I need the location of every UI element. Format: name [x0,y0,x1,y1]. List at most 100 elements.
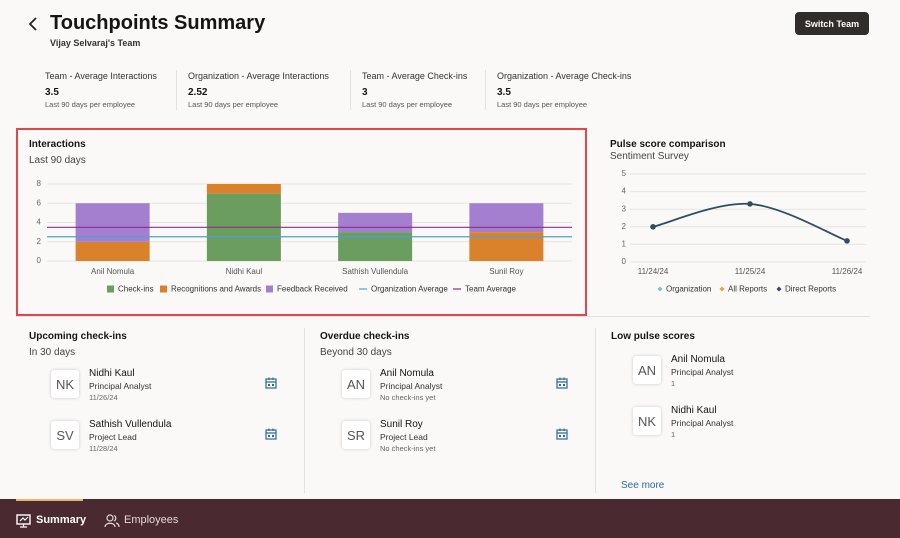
legend-swatch [266,285,273,293]
y-tick-label: 1 [622,240,627,249]
section-subtitle: Beyond 30 days [320,347,392,358]
metric-value: 2.52 [188,87,208,98]
person-role: Principal Analyst [671,367,734,377]
switch-team-button[interactable]: Switch Team [795,12,869,35]
avatar: AN [633,356,661,384]
divider [595,328,596,493]
chart-title: Interactions [29,139,86,150]
metric-note: Last 90 days per employee [362,100,453,109]
y-tick-label: 2 [622,222,627,231]
person-detail: 1 [671,430,676,439]
avatar: NK [633,407,661,435]
back-button[interactable] [27,16,39,32]
chart-title: Pulse score comparison [610,139,726,150]
y-tick-label: 2 [37,237,42,246]
x-tick-label: Anil Nomula [91,267,135,276]
calendar-icon[interactable] [556,377,568,389]
legend-label: Direct Reports [785,285,836,294]
legend-marker [719,286,725,292]
employees-icon [104,514,120,528]
bottom-nav: Summary Employees [0,499,900,538]
calendar-icon[interactable] [265,377,277,389]
metric-note: Last 90 days per employee [188,100,279,109]
person-name[interactable]: Anil Nomula [671,354,725,365]
legend-label: All Reports [728,285,767,294]
data-point [650,224,656,230]
person-name[interactable]: Nidhi Kaul [671,405,717,416]
person-role: Principal Analyst [89,381,152,391]
legend-marker [776,286,782,292]
calendar-icon[interactable] [556,428,568,440]
legend-swatch [107,285,114,293]
person-role: Principal Analyst [671,418,734,428]
bar-segment [206,184,281,194]
legend-marker [657,286,663,292]
legend-label: Recognitions and Awards [171,285,261,294]
y-tick-label: 6 [37,198,42,207]
x-tick-label: Nidhi Kaul [226,267,263,276]
section-subtitle: In 30 days [29,347,76,358]
person-role: Principal Analyst [380,381,443,391]
person-name[interactable]: Anil Nomula [380,368,434,379]
data-point [747,201,753,207]
section-title: Upcoming check-ins [29,331,127,342]
divider [485,70,486,110]
y-tick-label: 3 [622,204,627,213]
active-indicator [16,499,83,501]
y-tick-label: 0 [622,257,627,266]
person-detail: 11/28/24 [89,444,118,453]
divider [16,316,870,317]
legend-label: Team Average [465,285,517,294]
chart-subtitle: Last 90 days [29,155,86,166]
y-tick-label: 8 [37,179,42,188]
metric-note: Last 90 days per employee [497,100,588,109]
legend-swatch [160,285,167,293]
chart-subtitle: Sentiment Survey [610,151,689,162]
bar-segment [75,241,150,261]
metric-value: 3.5 [497,87,511,98]
person-detail: 11/26/24 [89,393,118,402]
metric-label: Organization - Average Check-ins [497,71,632,81]
metric-note: Last 90 days per employee [45,100,136,109]
nav-tab[interactable]: Employees [124,514,179,526]
section-title: Overdue check-ins [320,331,410,342]
metric-value: 3 [362,87,368,98]
legend-label: Check-ins [118,285,154,294]
avatar: SV [51,421,79,449]
avatar: SR [342,421,370,449]
person-detail: No check-ins yet [380,444,436,453]
page-subtitle: Vijay Selvaraj's Team [50,38,141,48]
legend-label: Organization [666,285,711,294]
x-tick-label: Sathish Vullendula [342,267,409,276]
see-more-link[interactable]: See more [621,480,665,491]
y-tick-label: 5 [622,169,627,178]
calendar-icon[interactable] [265,428,277,440]
bar-segment [75,203,150,242]
metric-label: Team - Average Check-ins [362,71,468,81]
y-tick-label: 0 [37,256,42,265]
x-tick-label: Sunil Roy [489,267,523,276]
highlight-frame [16,128,587,316]
person-name[interactable]: Sunil Roy [380,419,423,430]
divider [304,328,305,493]
person-detail: No check-ins yet [380,393,436,402]
interactions-chart: 0 2 4 6 8 Anil Nomula Nidhi Kaul Sathish Vullen… [37,179,572,294]
section-title: Low pulse scores [611,331,695,342]
legend-label: Organization Average [371,285,448,294]
nav-tab[interactable]: Summary [36,514,87,526]
data-point [844,238,850,244]
summary-icon [16,514,31,528]
legend-label: Feedback Received [277,285,348,294]
metric-label: Organization - Average Interactions [188,71,329,81]
person-detail: 1 [671,379,676,388]
person-name[interactable]: Nidhi Kaul [89,368,135,379]
x-tick-label: 11/24/24 [638,267,669,276]
person-role: Project Lead [89,432,137,442]
page-title: Touchpoints Summary [50,12,266,34]
person-name[interactable]: Sathish Vullendula [89,419,172,430]
divider [176,70,177,110]
y-tick-label: 4 [622,187,627,196]
avatar: NK [51,370,79,398]
divider [350,70,351,110]
